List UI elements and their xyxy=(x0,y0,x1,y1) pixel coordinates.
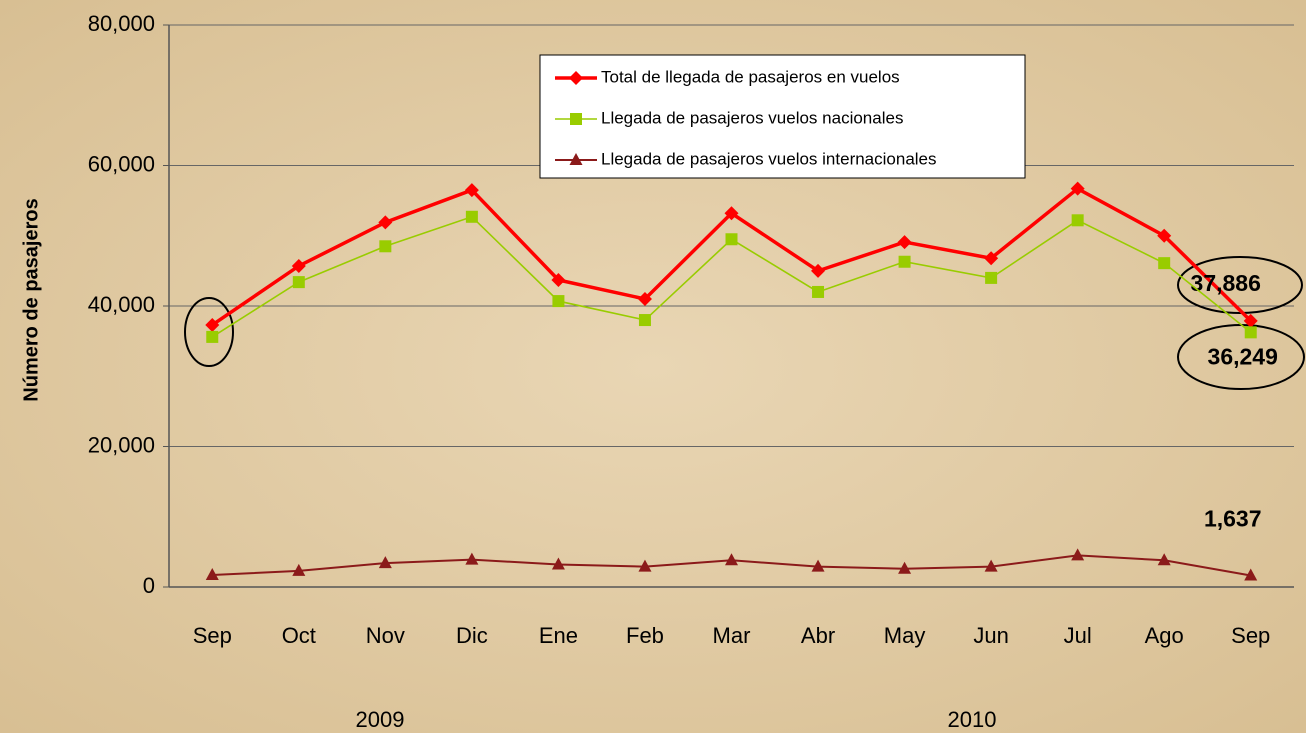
y-tick-label: 60,000 xyxy=(88,151,155,176)
chart: Número de pasajeros 2009 2010 0 20,000 40,… xyxy=(0,0,1306,733)
square-marker xyxy=(1072,214,1084,226)
square-marker xyxy=(1158,257,1170,269)
data-label: 1,637 xyxy=(1204,506,1262,532)
square-marker xyxy=(726,233,738,245)
page: {"chart_data": {"type": "line", "y_label… xyxy=(0,0,1306,733)
square-marker xyxy=(985,272,997,284)
x-tick-label: Mar xyxy=(713,623,751,648)
square-marker xyxy=(206,331,218,343)
x-tick-label: Sep xyxy=(1231,623,1270,648)
legend-label: Llegada de pasajeros vuelos nacionales xyxy=(601,108,903,127)
legend-label: Total de llegada de pasajeros en vuelos xyxy=(601,67,900,86)
legend-label: Llegada de pasajeros vuelos internaciona… xyxy=(601,149,937,168)
square-marker xyxy=(293,276,305,288)
data-label: 36,249 xyxy=(1208,343,1278,369)
year-label: 2010 xyxy=(948,707,997,732)
square-marker xyxy=(899,256,911,268)
y-tick-label: 40,000 xyxy=(88,292,155,317)
x-tick-label: Ago xyxy=(1145,623,1184,648)
x-tick-label: Jun xyxy=(973,623,1008,648)
x-tick-label: Dic xyxy=(456,623,488,648)
y-tick-label: 20,000 xyxy=(88,432,155,457)
year-label: 2009 xyxy=(356,707,405,732)
y-tick-label: 80,000 xyxy=(88,11,155,36)
x-tick-label: Feb xyxy=(626,623,664,648)
x-tick-label: May xyxy=(884,623,926,648)
square-marker xyxy=(379,240,391,252)
square-marker xyxy=(639,314,651,326)
x-tick-label: Nov xyxy=(366,623,405,648)
x-tick-label: Abr xyxy=(801,623,835,648)
y-tick-label: 0 xyxy=(143,573,155,598)
square-marker xyxy=(812,286,824,298)
x-tick-label: Ene xyxy=(539,623,578,648)
y-axis-label: Número de pasajeros xyxy=(20,198,42,401)
x-tick-label: Oct xyxy=(282,623,316,648)
square-marker xyxy=(1245,326,1257,338)
legend-marker xyxy=(570,113,582,125)
square-marker xyxy=(552,295,564,307)
x-tick-label: Sep xyxy=(193,623,232,648)
x-tick-label: Jul xyxy=(1064,623,1092,648)
square-marker xyxy=(466,211,478,223)
